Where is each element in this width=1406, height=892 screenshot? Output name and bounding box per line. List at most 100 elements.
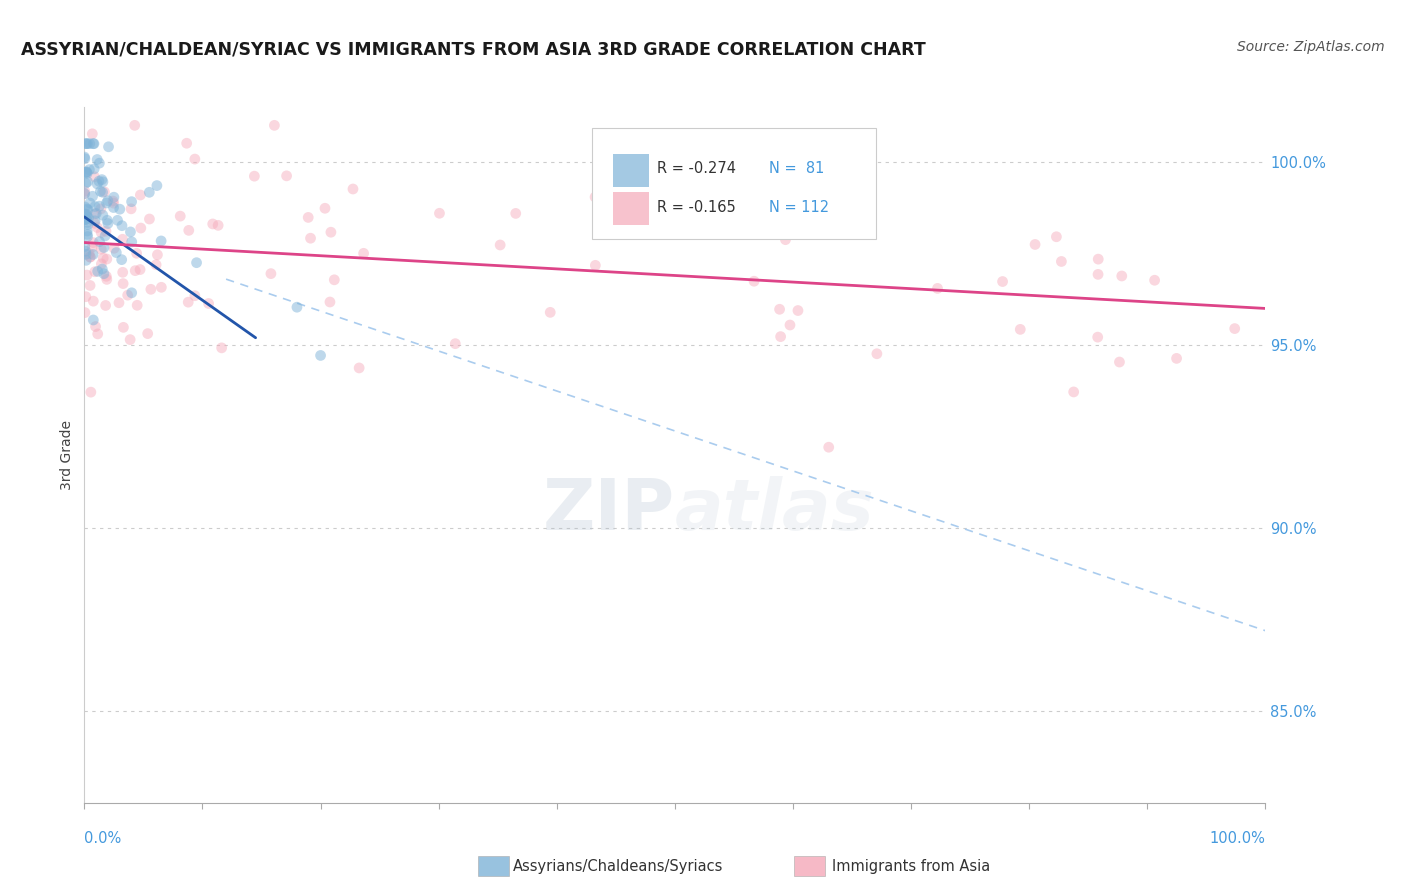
Point — [768, 302, 790, 317]
Point — [82, 189, 104, 203]
Point — [97, 140, 120, 154]
Point — [86, 220, 108, 235]
Point — [73, 184, 96, 198]
Point — [86, 326, 108, 341]
Point — [75, 247, 97, 261]
Point — [285, 300, 308, 314]
Point — [84, 200, 107, 214]
Point — [73, 152, 96, 166]
Point — [1024, 237, 1046, 252]
Point — [84, 207, 107, 221]
Point — [96, 196, 118, 211]
Point — [138, 186, 160, 200]
Point — [299, 231, 322, 245]
Point — [96, 272, 118, 286]
Point — [80, 240, 103, 254]
Text: R = -0.165: R = -0.165 — [657, 201, 735, 216]
Point — [76, 268, 98, 282]
Point — [83, 169, 105, 184]
Point — [1087, 252, 1109, 267]
Point — [197, 296, 219, 310]
Point — [1166, 351, 1188, 366]
Point — [76, 229, 98, 244]
Point — [75, 290, 97, 304]
Point — [129, 221, 152, 235]
Point — [489, 238, 512, 252]
Point — [82, 313, 104, 327]
Point — [96, 269, 118, 284]
Point — [76, 165, 98, 179]
Point — [775, 233, 797, 247]
Point — [103, 196, 125, 211]
Point — [75, 165, 97, 179]
Point — [120, 225, 142, 239]
Point — [538, 305, 561, 319]
Point — [263, 119, 285, 133]
Text: Source: ZipAtlas.com: Source: ZipAtlas.com — [1237, 40, 1385, 54]
Point — [1108, 355, 1130, 369]
Point — [319, 295, 342, 310]
Point — [93, 241, 115, 255]
Point — [177, 295, 200, 310]
Point — [103, 241, 125, 255]
Point — [429, 206, 451, 220]
Point — [817, 440, 839, 454]
Point — [79, 136, 101, 151]
Point — [82, 247, 104, 261]
Point — [319, 225, 342, 239]
Point — [84, 319, 107, 334]
Point — [90, 172, 112, 186]
Point — [121, 194, 143, 209]
Point — [73, 207, 96, 221]
Point — [1111, 268, 1133, 283]
Point — [86, 177, 108, 191]
Point — [90, 242, 112, 256]
Point — [444, 336, 467, 351]
Point — [1050, 254, 1073, 268]
Point — [94, 228, 117, 243]
Point — [94, 224, 117, 238]
Point — [90, 257, 112, 271]
Point — [96, 252, 118, 266]
Point — [82, 136, 104, 151]
Point — [169, 209, 191, 223]
Point — [73, 150, 96, 164]
Point — [79, 250, 101, 264]
Point — [111, 265, 134, 279]
Point — [82, 127, 104, 141]
Point — [101, 194, 124, 208]
Point — [76, 218, 98, 232]
Point — [75, 212, 97, 227]
Point — [124, 119, 146, 133]
Point — [76, 136, 98, 151]
Point — [769, 329, 792, 343]
Point — [73, 186, 96, 201]
Point — [176, 136, 198, 151]
Point — [83, 216, 105, 230]
Point — [75, 200, 97, 214]
Point — [76, 166, 98, 180]
Point — [73, 186, 96, 201]
Point — [79, 250, 101, 264]
Point — [129, 188, 152, 202]
Point — [505, 206, 527, 220]
Point — [1010, 322, 1032, 336]
Point — [82, 294, 104, 309]
Point — [90, 202, 112, 216]
Point — [184, 152, 207, 166]
Point — [75, 253, 97, 268]
Point — [297, 211, 319, 225]
Point — [125, 246, 148, 260]
Point — [146, 248, 169, 262]
Point — [201, 217, 224, 231]
Point — [108, 202, 131, 217]
Point — [103, 190, 125, 204]
Point — [347, 360, 370, 375]
Point — [150, 234, 173, 248]
Point — [83, 161, 105, 176]
Point — [75, 244, 97, 259]
Point — [76, 175, 98, 189]
Point — [73, 212, 96, 227]
Point — [90, 226, 112, 240]
Point — [120, 202, 142, 216]
